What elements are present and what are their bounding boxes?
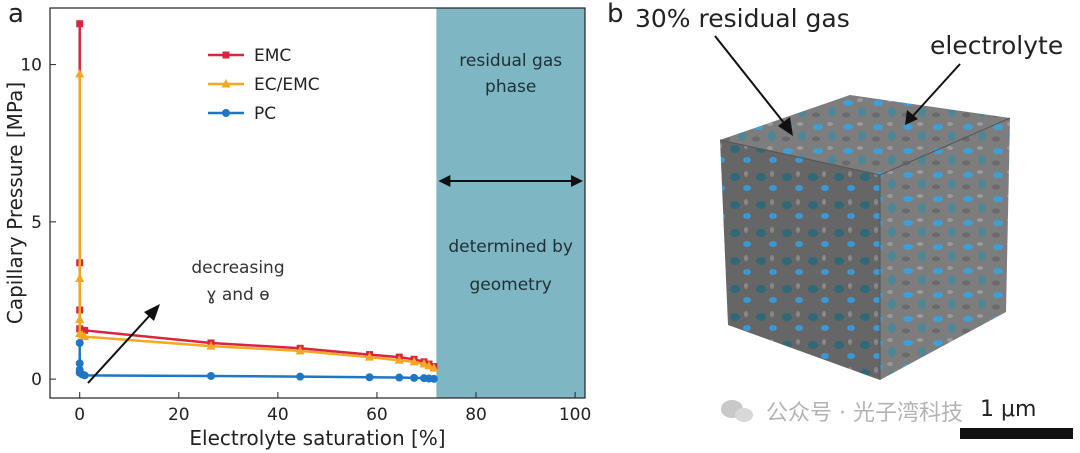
legend-entry: PC [254, 104, 276, 124]
annotation-arrow [87, 312, 153, 384]
y-axis-label: Capillary Pressure [MPa] [3, 82, 27, 324]
cube-right-face [880, 118, 1010, 380]
data-point [365, 373, 374, 382]
data-point [395, 373, 404, 382]
region-label-bottom: geometry [469, 275, 551, 295]
data-point [222, 51, 230, 59]
series-ec-emc [75, 69, 439, 372]
electrolyte-callout: electrolyte [930, 31, 1063, 60]
watermark-text: 公众号 · 光子湾科技 [766, 401, 963, 426]
annotation-arrowhead [144, 304, 160, 321]
callout-arrows [714, 35, 961, 136]
x-tick-label: 100 [559, 405, 591, 425]
data-point [295, 345, 305, 355]
data-point [296, 372, 305, 381]
legend-entry: EC/EMC [254, 75, 320, 95]
porous-cube-image [719, 95, 1011, 380]
data-point [410, 373, 419, 382]
data-point [80, 371, 89, 380]
data-point [75, 314, 85, 323]
region-label-top: residual gas [459, 51, 562, 71]
region-label-top: phase [485, 77, 536, 97]
data-point [81, 326, 89, 334]
residual-gas-region [436, 8, 585, 398]
plot-frame [49, 7, 586, 399]
cube-top-face [720, 95, 1010, 175]
x-tick-label: 40 [267, 405, 289, 425]
x-tick-label: 80 [465, 405, 487, 425]
data-point [75, 69, 85, 78]
capillary-pressure-chart: residual gas phase determined by geometry 0 2… [3, 7, 591, 450]
data-point [394, 355, 404, 364]
series-emc [76, 20, 438, 371]
scale-bar-label: 1 μm [980, 397, 1036, 422]
legend-entry: EMC [254, 46, 291, 66]
panel-a-label: a [8, 0, 24, 29]
region-arrowhead-right [571, 175, 583, 187]
data-point [222, 109, 230, 117]
data-point [75, 359, 84, 368]
series-pc [75, 338, 438, 383]
data-point [80, 331, 90, 341]
data-point [429, 374, 438, 383]
region-arrowhead-left [438, 175, 451, 187]
data-point [365, 352, 375, 361]
residual-gas-callout: 30% residual gas [635, 4, 850, 33]
data-point [75, 338, 84, 347]
data-point [429, 363, 439, 372]
data-point [206, 341, 216, 350]
annotation-text: ɣ and ɵ [206, 285, 269, 305]
data-point [419, 359, 429, 368]
panel-b-label: b [607, 0, 624, 29]
cube-left-face [720, 140, 880, 380]
x-tick-label: 20 [168, 405, 190, 425]
data-point [221, 79, 231, 88]
x-tick-label: 60 [366, 405, 388, 425]
x-axis-label: Electrolyte saturation [%] [189, 426, 445, 450]
data-point [409, 356, 419, 366]
region-label-bottom: determined by [448, 237, 573, 257]
legend: EMC EC/EMC PC [208, 46, 320, 124]
y-tick-label: 0 [31, 370, 42, 390]
annotation-text: decreasing [191, 258, 284, 278]
data-point [75, 273, 85, 282]
x-tick-label: 0 [74, 405, 85, 425]
y-tick-label: 10 [20, 56, 42, 76]
y-tick-label: 5 [31, 213, 42, 233]
data-point [206, 371, 215, 380]
wechat-icon [721, 400, 753, 422]
data-point [424, 360, 434, 370]
scale-bar [960, 428, 1073, 439]
data-point [76, 20, 84, 28]
